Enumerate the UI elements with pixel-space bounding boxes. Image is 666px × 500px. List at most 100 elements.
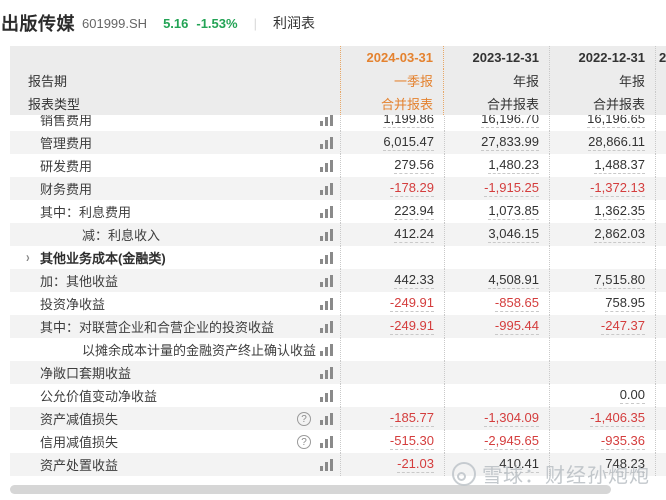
bar-chart-icon[interactable] (320, 136, 333, 149)
value-cell: 1,073.85 (444, 200, 549, 223)
row-label: 加：其他收益 (40, 274, 119, 289)
divider: | (253, 15, 257, 31)
column-period-text: 年报 (512, 74, 539, 89)
question-mark-icon[interactable]: ? (297, 434, 311, 449)
column-report-type[interactable]: 合并报表 (340, 92, 444, 115)
row-label-cell: 销售费用 (10, 115, 340, 131)
question-mark-icon[interactable]: ? (297, 411, 311, 426)
column-report-type-text: 合并报表 (592, 97, 645, 112)
bar-chart-icon[interactable] (320, 205, 333, 218)
value-cell: 1,362.35 (549, 200, 655, 223)
row-label-cell: 公允价值变动净收益 (10, 384, 340, 407)
column-period[interactable]: 年报 (444, 69, 549, 92)
cell-value: -935.36 (600, 432, 645, 450)
chevron-right-icon[interactable]: › (26, 249, 30, 266)
cell-value: 748.23 (605, 455, 645, 473)
value-cell: -185.77 (340, 407, 444, 430)
row-label: 其中：利息费用 (40, 205, 132, 220)
row-label-cell: 加：其他收益 (10, 269, 340, 292)
table-row: 销售费用 1,199.86 16,196.70 16,196.65 (10, 115, 666, 131)
value-cell: -515.30 (340, 430, 444, 453)
table-row: 其中：利息费用 223.94 1,073.85 1,362.35 (10, 200, 666, 223)
bar-chart-icon[interactable] (320, 320, 333, 333)
income-statement-table: 2024-03-31 2023-12-31 2022-12-31 2 报告期 一季报 年报 年… (10, 46, 666, 494)
column-date[interactable]: 2024-03-31 (340, 46, 444, 69)
row-label: 以摊余成本计量的金融资产终止确认收益 (82, 343, 317, 358)
cell-value: 3,046.15 (488, 225, 539, 243)
column-date-text: 2 (659, 50, 666, 65)
cell-value: -2,945.65 (484, 432, 539, 450)
column-period[interactable]: 一季报 (340, 69, 444, 92)
table-row: 资产减值损失? -185.77 -1,304.09 -1,406.35 (10, 407, 666, 430)
bar-chart-icon[interactable] (320, 159, 333, 172)
column-period-text: 一季报 (393, 74, 433, 89)
row-label: 减：利息收入 (82, 228, 161, 243)
row-label-cell: 信用减值损失? (10, 430, 340, 453)
bar-chart-icon[interactable] (320, 228, 333, 241)
value-cell: 3,046.15 (444, 223, 549, 246)
stock-code: 601999.SH (82, 15, 148, 31)
column-date[interactable]: 2023-12-31 (444, 46, 549, 69)
bar-chart-icon[interactable] (320, 274, 333, 287)
bar-chart-icon[interactable] (320, 297, 333, 310)
row-label-cell: 以摊余成本计量的金融资产终止确认收益 (10, 338, 340, 361)
scrollbar-thumb[interactable] (10, 485, 611, 494)
cell-value: -1,372.13 (590, 179, 645, 197)
horizontal-scrollbar[interactable] (10, 485, 658, 494)
cell-value: -249.91 (389, 294, 434, 312)
cell-value: 1,073.85 (488, 202, 539, 220)
bar-chart-icon[interactable] (320, 182, 333, 195)
value-cell (340, 361, 444, 384)
row-label: 投资净收益 (40, 297, 106, 312)
value-cell-clipped (655, 131, 666, 154)
table-row: 公允价值变动净收益 0.00 (10, 384, 666, 407)
value-cell-clipped (655, 115, 666, 131)
header-side-label: 报表类型 (28, 97, 81, 112)
column-report-type[interactable]: 合并报表 (549, 92, 655, 115)
tab-income-statement[interactable]: 利润表 (272, 15, 315, 31)
value-cell: -21.03 (340, 453, 444, 476)
cell-value: 7,515.80 (594, 271, 645, 289)
bar-chart-icon[interactable] (320, 458, 333, 471)
column-date[interactable]: 2022-12-31 (549, 46, 655, 69)
value-cell: 1,199.86 (340, 115, 444, 131)
row-label: 销售费用 (40, 115, 93, 128)
column-report-type[interactable] (655, 92, 666, 115)
table-header-row: 报表类型 合并报表 合并报表 合并报表 (10, 92, 666, 115)
bar-chart-icon[interactable] (320, 115, 333, 126)
column-date[interactable]: 2 (655, 46, 666, 69)
bar-chart-icon[interactable] (320, 251, 333, 264)
cell-value: -1,304.09 (484, 409, 539, 427)
value-cell-clipped (655, 177, 666, 200)
value-cell: 223.94 (340, 200, 444, 223)
value-cell: 28,866.11 (549, 131, 655, 154)
stock-change-percent: -1.53% (196, 15, 238, 31)
table-row: › 其他业务成本(金融类) (10, 246, 666, 269)
column-period[interactable]: 年报 (549, 69, 655, 92)
cell-value: 223.94 (394, 202, 434, 220)
bar-chart-icon[interactable] (320, 389, 333, 402)
bar-chart-icon[interactable] (320, 343, 333, 356)
value-cell-clipped (655, 269, 666, 292)
value-cell-clipped (655, 292, 666, 315)
table-header-row: 报告期 一季报 年报 年报 (10, 69, 666, 92)
value-cell (340, 384, 444, 407)
value-cell-clipped (655, 246, 666, 269)
value-cell: 412.24 (340, 223, 444, 246)
header-side-label: 报告期 (28, 74, 68, 89)
cell-value: -995.44 (494, 317, 539, 335)
table-row: 资产处置收益 -21.03 410.41 748.23 (10, 453, 666, 476)
column-period-text: 年报 (618, 74, 645, 89)
value-cell: 442.33 (340, 269, 444, 292)
bar-chart-icon[interactable] (320, 412, 333, 425)
table-row: 财务费用 -178.29 -1,915.25 -1,372.13 (10, 177, 666, 200)
table-row: 减：利息收入 412.24 3,046.15 2,862.03 (10, 223, 666, 246)
bar-chart-icon[interactable] (320, 435, 333, 448)
value-cell: -935.36 (549, 430, 655, 453)
value-cell: -1,915.25 (444, 177, 549, 200)
table-row: 净敞口套期收益 (10, 361, 666, 384)
table-row: 加：其他收益 442.33 4,508.91 7,515.80 (10, 269, 666, 292)
column-report-type[interactable]: 合并报表 (444, 92, 549, 115)
bar-chart-icon[interactable] (320, 366, 333, 379)
column-period[interactable] (655, 69, 666, 92)
